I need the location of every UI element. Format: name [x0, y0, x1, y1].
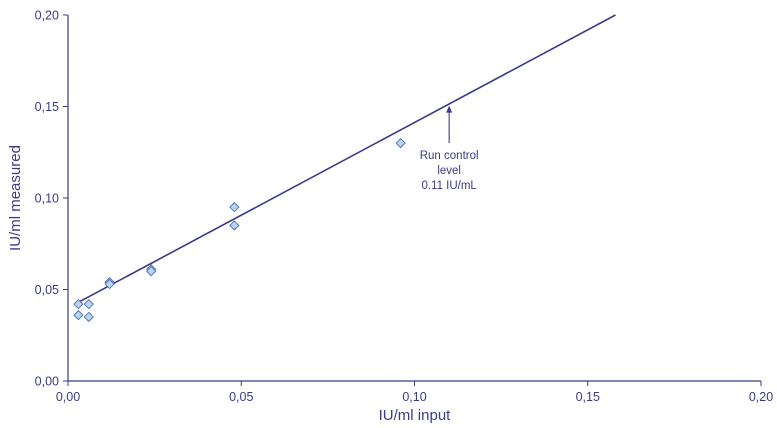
- x-tick-label: 0,10: [402, 390, 426, 404]
- axes: [67, 15, 761, 382]
- y-tick-label: 0,20: [35, 9, 59, 23]
- data-point: [104, 278, 115, 290]
- y-tick-label: 0,10: [35, 192, 59, 206]
- data-point: [146, 266, 157, 277]
- data-point: [83, 299, 94, 310]
- data-point: [395, 137, 406, 149]
- x-tick-label: 0,05: [229, 390, 253, 404]
- y-axis-title: IU/ml measured: [7, 145, 24, 251]
- y-tick-label: 0,15: [35, 100, 59, 114]
- x-axis-title: IU/ml input: [379, 407, 452, 424]
- regression-line: [78, 14, 616, 304]
- data-point: [83, 311, 94, 323]
- data-points: [73, 137, 406, 323]
- y-tick-label: 0,00: [35, 375, 59, 389]
- data-point: [229, 220, 240, 231]
- y-tick-label: 0,05: [35, 283, 59, 297]
- x-tick-label: 0,15: [576, 390, 600, 404]
- data-point: [229, 202, 240, 213]
- data-point: [73, 299, 84, 310]
- annotation-text-line: Run control: [420, 150, 479, 162]
- x-tick-label: 0,00: [56, 390, 80, 404]
- fit-line-group: [78, 14, 616, 304]
- x-tick-label: 0,20: [749, 390, 773, 404]
- annotation-text-line: 0.11 IU/mL: [421, 180, 477, 192]
- y-axis-ticks: 0,00 0,05 0,10 0,15 0,20: [35, 9, 68, 389]
- annotation: Run control level 0.11 IU/mL: [420, 105, 479, 192]
- data-point: [73, 309, 84, 321]
- x-axis-ticks: 0,00 0,05 0,10 0,15 0,20: [56, 381, 773, 404]
- annotation-text-line: level: [437, 165, 461, 177]
- annotation-arrow-head: [446, 105, 453, 113]
